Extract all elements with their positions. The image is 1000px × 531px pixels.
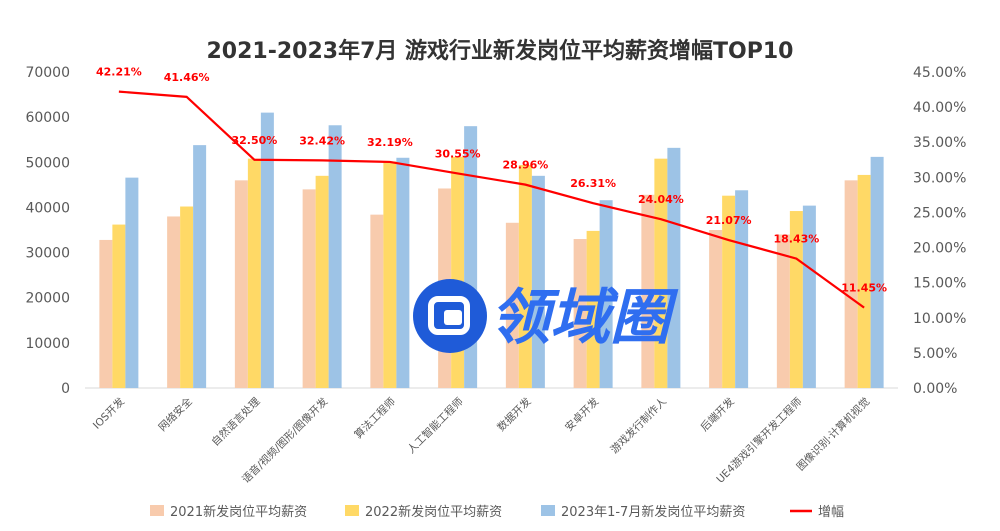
x-tick-label: 人工智能工程师	[405, 395, 466, 456]
right-tick-label: 30.00%	[913, 170, 966, 186]
right-tick-label: 25.00%	[913, 205, 966, 221]
legend-label: 2022新发岗位平均薪资	[365, 504, 502, 520]
x-tick-label: IOS开发	[90, 395, 127, 432]
legend-swatch	[345, 505, 359, 516]
x-tick-label: 数据开发	[495, 395, 534, 434]
bar	[789, 211, 803, 388]
left-tick-label: 40000	[25, 200, 70, 216]
bar	[112, 224, 126, 388]
right-tick-label: 20.00%	[913, 241, 966, 257]
legend-label: 2021新发岗位平均薪资	[170, 504, 307, 520]
legend-swatch	[150, 505, 164, 516]
right-tick-label: 10.00%	[913, 311, 966, 327]
left-axis: 0 10000 20000 30000 40000 50000 60000 70000	[25, 65, 70, 397]
legend-label: 2023年1-7月新发岗位平均薪资	[561, 504, 745, 520]
bar	[573, 239, 587, 388]
left-tick-label: 50000	[25, 155, 70, 171]
left-tick-label: 60000	[25, 110, 70, 126]
percent-labels: 42.21% 41.46% 32.50% 32.42% 32.19% 30.55% 28.9…	[96, 66, 887, 295]
percent-label: 32.19%	[367, 136, 413, 149]
x-tick-label: 自然语言处理	[209, 395, 263, 449]
bar	[451, 156, 465, 388]
right-tick-label: 15.00%	[913, 276, 966, 292]
bars	[99, 112, 884, 389]
bar	[709, 230, 723, 388]
bar	[531, 175, 545, 388]
bar	[302, 189, 316, 388]
legend-swatch	[541, 505, 555, 516]
bar	[370, 214, 384, 388]
percent-label: 11.45%	[841, 282, 887, 295]
watermark-logo-icon	[413, 279, 487, 353]
bar	[247, 158, 261, 388]
left-tick-label: 30000	[25, 246, 70, 262]
left-tick-label: 0	[61, 381, 70, 397]
legend-label: 增幅	[818, 505, 844, 520]
x-tick-label: 网络安全	[156, 395, 195, 434]
bar	[654, 158, 668, 388]
percent-label: 41.46%	[164, 71, 210, 84]
percent-label: 24.04%	[638, 193, 684, 206]
left-tick-label: 70000	[25, 65, 70, 81]
bar	[396, 157, 410, 388]
bar	[518, 164, 532, 388]
x-tick-label: 算法工程师	[352, 395, 398, 441]
x-tick-label: 后端开发	[698, 395, 737, 434]
percent-label: 26.31%	[570, 177, 616, 190]
right-tick-label: 45.00%	[913, 65, 966, 81]
watermark-text: 领域圈	[490, 283, 679, 353]
percent-label: 18.43%	[773, 233, 819, 246]
bar	[641, 194, 655, 388]
bar	[857, 174, 871, 388]
left-tick-label: 20000	[25, 291, 70, 307]
x-tick-label: 图像识别·计算机视觉	[794, 395, 872, 473]
bar	[315, 175, 329, 388]
watermark: 领域圈	[413, 279, 679, 353]
bar	[328, 125, 342, 389]
percent-label: 32.50%	[231, 134, 277, 147]
bar	[167, 216, 181, 388]
bar	[383, 161, 397, 388]
x-tick-label: 游戏发行制作人	[608, 395, 670, 457]
chart-title: 2021-2023年7月 游戏行业新发岗位平均薪资增幅TOP10	[206, 38, 793, 64]
bar	[844, 180, 858, 388]
bar	[722, 195, 736, 388]
left-tick-label: 10000	[25, 336, 70, 352]
bar	[599, 200, 613, 388]
percent-label: 21.07%	[706, 214, 752, 227]
legend: 2021新发岗位平均薪资 2022新发岗位平均薪资 2023年1-7月新发岗位平均薪…	[150, 504, 844, 520]
x-tick-label: 安卓开发	[562, 395, 601, 434]
percent-label: 28.96%	[502, 159, 548, 172]
percent-label: 32.42%	[299, 134, 345, 147]
bar	[586, 230, 600, 388]
bar	[260, 112, 274, 388]
growth-line	[118, 90, 865, 309]
right-tick-label: 0.00%	[913, 381, 957, 397]
bar	[125, 177, 139, 388]
bar	[193, 145, 207, 388]
growth-line-path	[118, 90, 865, 309]
bar	[180, 206, 194, 388]
right-axis: 0.00% 5.00% 10.00% 15.00% 20.00% 25.00% 30.00%…	[913, 65, 966, 397]
bar	[802, 205, 816, 388]
bar	[99, 239, 113, 388]
right-tick-label: 40.00%	[913, 100, 966, 116]
bar	[234, 180, 248, 388]
right-tick-label: 35.00%	[913, 135, 966, 151]
bar	[667, 147, 681, 388]
percent-label: 42.21%	[96, 66, 142, 79]
bar	[870, 156, 884, 388]
right-tick-label: 5.00%	[913, 346, 957, 362]
bar	[505, 222, 519, 388]
bar	[776, 234, 790, 388]
bar	[735, 190, 749, 388]
percent-label: 30.55%	[435, 147, 481, 160]
